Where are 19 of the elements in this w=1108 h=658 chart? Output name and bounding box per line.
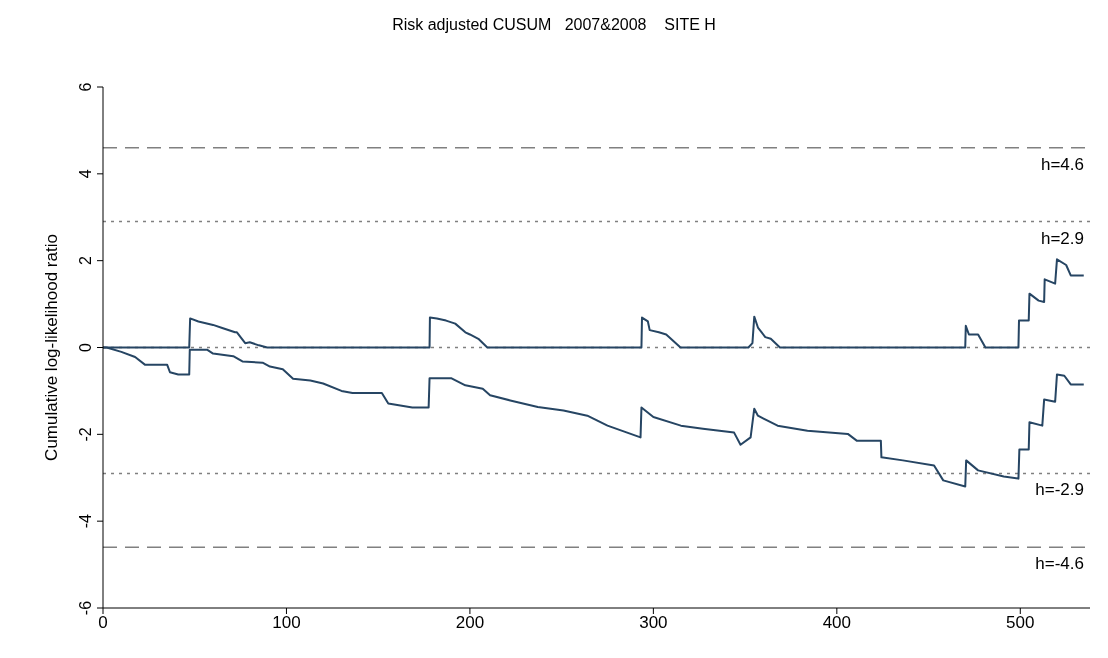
x-tick-label: 500: [1006, 613, 1035, 633]
ref-line-label: h=-4.6: [1035, 554, 1084, 574]
y-tick-label: -2: [77, 427, 94, 442]
x-tick-label: 200: [455, 613, 485, 633]
x-tick-label: 300: [639, 613, 668, 633]
ref-line-label: h=4.6: [1040, 154, 1084, 174]
y-tick-label: -4: [77, 513, 94, 529]
x-tick-label: 400: [822, 613, 852, 633]
x-tick-label: 0: [98, 613, 108, 633]
y-tick-label: 2: [77, 256, 94, 266]
y-tick-label: 0: [77, 342, 94, 352]
y-tick-label: 4: [77, 169, 94, 179]
y-tick-label: 6: [77, 82, 94, 92]
y-tick-label: -6: [77, 600, 94, 616]
x-tick-label: 100: [272, 613, 301, 633]
ref-line-label: h=-2.9: [1035, 480, 1084, 500]
ref-line-label: h=2.9: [1040, 228, 1084, 248]
y-axis-title: Cumulative log-likelihood ratio: [42, 234, 62, 461]
chart-title: Risk adjusted CUSUM 2007&2008 SITE H: [391, 16, 717, 34]
